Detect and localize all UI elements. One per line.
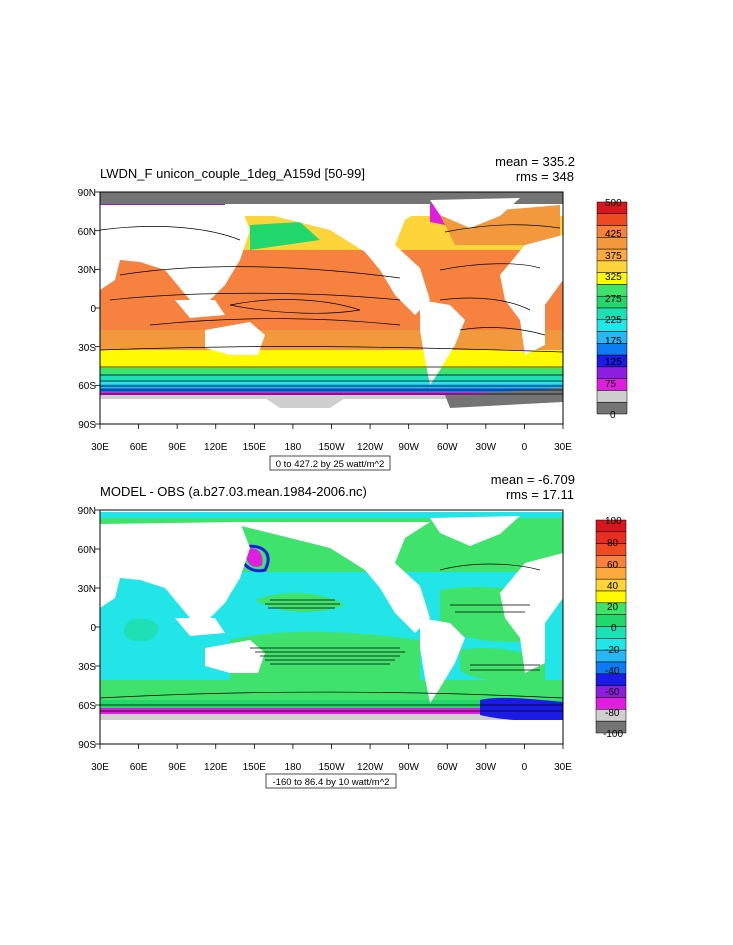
colorbar-label: 175: [605, 336, 622, 347]
panel-1-colorbar-labels: 500 425 375 325 275 225 175 125 75 0: [605, 198, 622, 421]
lon-label: 30E: [554, 762, 572, 773]
panel-2-title: MODEL - OBS (a.b27.03.mean.1984-2006.nc): [100, 484, 367, 499]
colorbar-label: 100: [605, 516, 622, 527]
lat-label: 60N: [78, 545, 96, 556]
colorbar-label: 375: [605, 251, 622, 262]
lon-label: 90W: [398, 762, 419, 773]
colorbar-swatch: [596, 213, 628, 226]
panel-2-lat-axis: 90N 60N 30N 0 30S 60S 90S: [78, 506, 97, 751]
panel-1-title: LWDN_F unicon_couple_1deg_A159d [50-99]: [100, 166, 365, 181]
panel-2-mean: mean = -6.709: [491, 472, 575, 487]
lon-label: 120E: [204, 762, 228, 773]
lat-label: 90N: [78, 506, 96, 517]
lon-label: 150W: [318, 442, 345, 453]
colorbar-label: 125: [605, 357, 622, 368]
panel-2-rms: rms = 17.11: [506, 487, 574, 502]
panel-1-rms: rms = 348: [516, 169, 574, 184]
colorbar-swatch: [595, 720, 627, 734]
colorbar-label: 0: [611, 623, 617, 634]
lat-label: 60S: [78, 701, 96, 712]
colorbar-label: 0: [610, 410, 616, 421]
lat-label: 90S: [78, 420, 96, 431]
lon-label: 180: [285, 762, 302, 773]
lat-label: 0: [90, 623, 96, 634]
lon-label: 90W: [398, 442, 419, 453]
lon-label: 30W: [476, 442, 497, 453]
colorbar-label: 275: [605, 294, 622, 305]
panel-2-map: [100, 510, 563, 744]
colorbar-label: 225: [605, 315, 622, 326]
colorbar-label: -60: [605, 687, 620, 698]
panel-1-mean: mean = 335.2: [495, 154, 575, 169]
lat-label: 60N: [78, 227, 96, 238]
colorbar-swatch: [596, 401, 628, 415]
lat-label: 30N: [78, 584, 96, 595]
lon-label: 30W: [476, 762, 497, 773]
lon-label: 90E: [168, 442, 186, 453]
lon-label: 180: [285, 442, 302, 453]
panel-1-map: [100, 192, 563, 424]
lon-label: 120E: [204, 442, 228, 453]
colorbar-label: -100: [603, 729, 623, 740]
lat-label: 30N: [78, 265, 96, 276]
colorbar-label: 500: [605, 198, 622, 209]
lon-label: 120W: [357, 442, 384, 453]
lon-label: 60E: [130, 442, 148, 453]
panel-1: LWDN_F unicon_couple_1deg_A159d [50-99] …: [78, 154, 628, 471]
lat-label: 30S: [78, 662, 96, 673]
lat-label: 60S: [78, 381, 96, 392]
colorbar-swatch: [596, 390, 628, 403]
panel-1-lon-axis: 30E 60E 90E 120E 150E 180 150W 120W 90W …: [91, 442, 572, 453]
lon-label: 120W: [357, 762, 384, 773]
lon-label: 30E: [554, 442, 572, 453]
colorbar-label: -40: [605, 666, 620, 677]
lat-label: 30S: [78, 343, 96, 354]
colorbar-label: 425: [605, 229, 622, 240]
lat-label: 0: [90, 304, 96, 315]
lon-label: 150E: [243, 442, 267, 453]
lon-label: 0: [522, 762, 528, 773]
lon-label: 60E: [130, 762, 148, 773]
lon-label: 0: [522, 442, 528, 453]
panel-2-contour-info: -160 to 86.4 by 10 watt/m^2: [273, 777, 390, 788]
colorbar-label: -80: [605, 708, 620, 719]
lon-label: 60W: [437, 762, 458, 773]
panel-2-colorbar: [595, 519, 627, 734]
panel-2-colorbar-labels: 100 80 60 40 20 0 -20 -40 -60 -80 -100: [603, 516, 623, 740]
panel-2: MODEL - OBS (a.b27.03.mean.1984-2006.nc)…: [78, 472, 627, 789]
lon-label: 90E: [168, 762, 186, 773]
panel-1-lat-axis: 90N 60N 30N 0 30S 60S 90S: [78, 188, 97, 431]
panel-1-colorbar: [596, 201, 628, 415]
colorbar-label: 80: [607, 538, 619, 549]
colorbar-label: 40: [607, 581, 619, 592]
colorbar-label: 75: [605, 379, 617, 390]
lon-label: 150E: [243, 762, 267, 773]
panel-2-lon-axis: 30E 60E 90E 120E 150E 180 150W 120W 90W …: [91, 762, 572, 773]
colorbar-label: -20: [605, 645, 620, 656]
lat-label: 90S: [78, 740, 96, 751]
colorbar-label: 325: [605, 272, 622, 283]
lat-label: 90N: [78, 188, 96, 199]
colorbar-label: 60: [607, 560, 619, 571]
colorbar-swatch: [596, 260, 628, 273]
colorbar-label: 20: [607, 602, 619, 613]
lon-label: 150W: [318, 762, 345, 773]
lon-label: 60W: [437, 442, 458, 453]
panel-1-contour-info: 0 to 427.2 by 25 watt/m^2: [276, 459, 385, 470]
lon-label: 30E: [91, 762, 109, 773]
lon-label: 30E: [91, 442, 109, 453]
colorbar-swatch: [596, 366, 628, 379]
